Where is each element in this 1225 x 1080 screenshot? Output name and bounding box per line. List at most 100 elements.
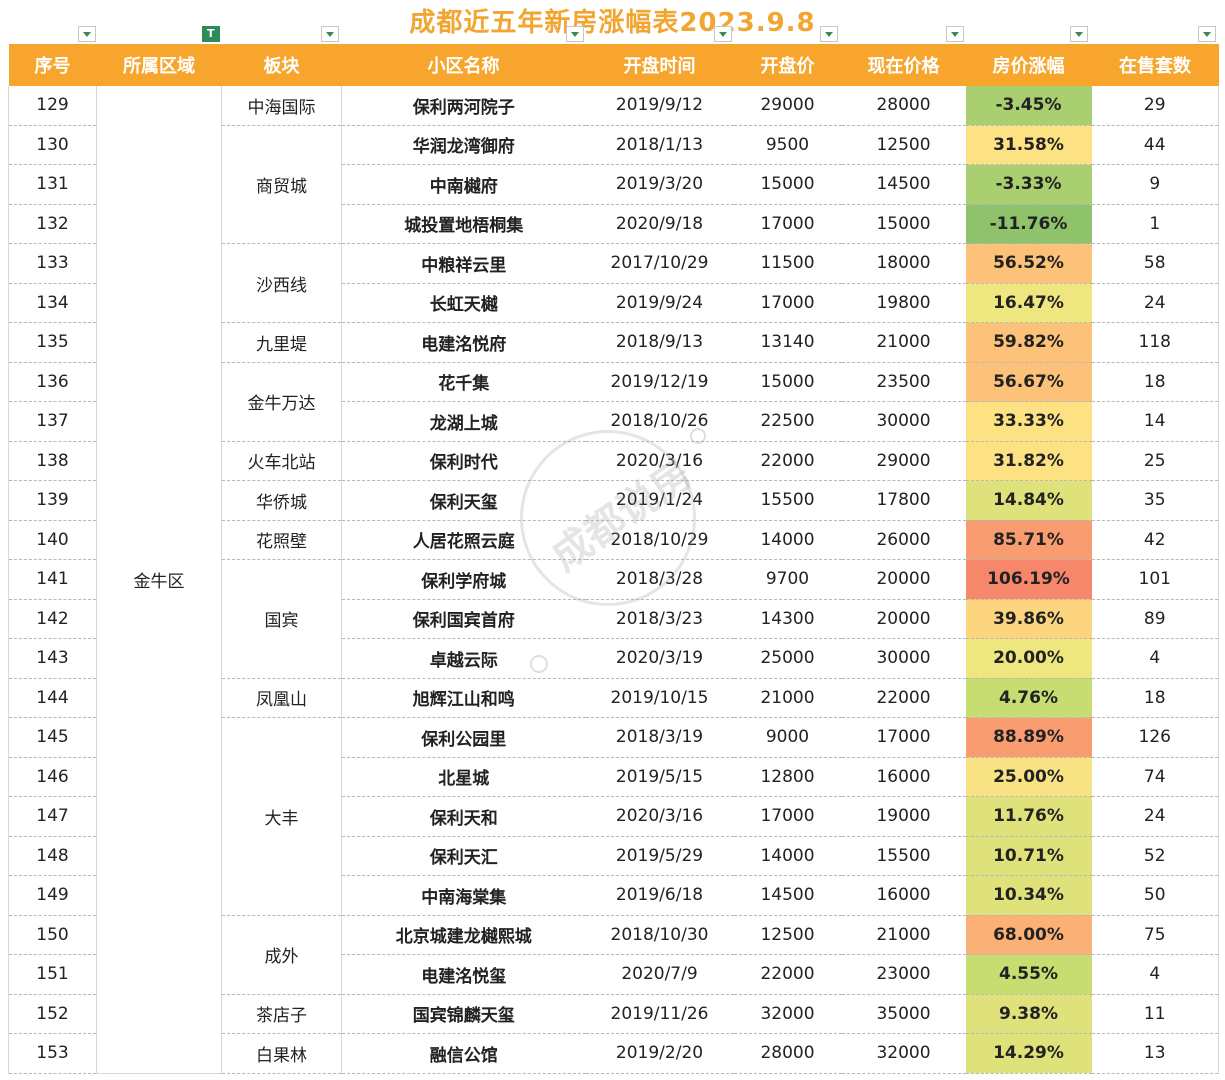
cell-open-price[interactable]: 22500 — [733, 401, 842, 442]
cell-price-change[interactable]: 31.82% — [965, 441, 1092, 481]
cell-current-price[interactable]: 21000 — [841, 915, 966, 955]
cell-project-name[interactable]: 中粮祥云里 — [341, 243, 586, 284]
cell-current-price[interactable]: 22000 — [841, 678, 966, 718]
cell-open-price[interactable]: 12500 — [733, 915, 842, 955]
cell-project-name[interactable]: 电建洺悦府 — [341, 322, 586, 363]
filter-dropdown-icon[interactable] — [78, 26, 96, 42]
cell-open-date[interactable]: 2019/2/20 — [585, 1033, 734, 1074]
cell-project-name[interactable]: 人居花照云庭 — [341, 520, 586, 560]
cell-open-price[interactable]: 9700 — [733, 559, 842, 600]
cell-project-name[interactable]: 保利国宾首府 — [341, 599, 586, 639]
cell-stock[interactable]: 75 — [1091, 915, 1219, 955]
cell-current-price[interactable]: 14500 — [841, 164, 966, 205]
cell-id[interactable]: 147 — [8, 796, 97, 837]
cell-stock[interactable]: 44 — [1091, 125, 1219, 165]
cell-stock[interactable]: 14 — [1091, 401, 1219, 442]
cell-stock[interactable]: 4 — [1091, 638, 1219, 679]
cell-sector[interactable]: 火车北站 — [221, 441, 342, 481]
cell-stock[interactable]: 29 — [1091, 86, 1219, 126]
cell-current-price[interactable]: 15000 — [841, 204, 966, 244]
cell-open-price[interactable]: 13140 — [733, 322, 842, 363]
cell-open-price[interactable]: 14500 — [733, 875, 842, 916]
cell-open-price[interactable]: 17000 — [733, 796, 842, 837]
filter-dropdown-icon[interactable] — [566, 26, 584, 42]
header-cell[interactable]: 开盘价 — [733, 44, 842, 86]
cell-project-name[interactable]: 电建洺悦玺 — [341, 954, 586, 995]
header-cell[interactable]: 在售套数 — [1091, 44, 1219, 86]
cell-price-change[interactable]: -3.45% — [965, 86, 1092, 126]
cell-price-change[interactable]: -11.76% — [965, 204, 1092, 244]
cell-price-change[interactable]: 59.82% — [965, 322, 1092, 363]
cell-current-price[interactable]: 20000 — [841, 599, 966, 639]
cell-id[interactable]: 153 — [8, 1033, 97, 1074]
cell-id[interactable]: 132 — [8, 204, 97, 244]
cell-open-date[interactable]: 2019/9/24 — [585, 283, 734, 323]
cell-price-change[interactable]: 9.38% — [965, 994, 1092, 1034]
cell-open-date[interactable]: 2020/9/18 — [585, 204, 734, 244]
cell-open-date[interactable]: 2020/7/9 — [585, 954, 734, 995]
cell-current-price[interactable]: 23000 — [841, 954, 966, 995]
cell-current-price[interactable]: 35000 — [841, 994, 966, 1034]
cell-open-price[interactable]: 29000 — [733, 86, 842, 126]
cell-open-date[interactable]: 2019/5/15 — [585, 757, 734, 797]
cell-price-change[interactable]: 4.76% — [965, 678, 1092, 718]
cell-sector[interactable]: 国宾 — [221, 559, 342, 679]
cell-open-price[interactable]: 17000 — [733, 283, 842, 323]
cell-stock[interactable]: 13 — [1091, 1033, 1219, 1074]
cell-project-name[interactable]: 中南樾府 — [341, 164, 586, 205]
cell-id[interactable]: 137 — [8, 401, 97, 442]
cell-project-name[interactable]: 北京城建龙樾熙城 — [341, 915, 586, 955]
cell-id[interactable]: 146 — [8, 757, 97, 797]
cell-open-price[interactable]: 28000 — [733, 1033, 842, 1074]
cell-id[interactable]: 140 — [8, 520, 97, 560]
cell-open-date[interactable]: 2018/10/30 — [585, 915, 734, 955]
cell-project-name[interactable]: 保利天和 — [341, 796, 586, 837]
cell-id[interactable]: 136 — [8, 362, 97, 402]
filter-active-icon[interactable] — [202, 26, 220, 42]
cell-open-date[interactable]: 2018/10/26 — [585, 401, 734, 442]
cell-sector[interactable]: 金牛万达 — [221, 362, 342, 442]
cell-current-price[interactable]: 29000 — [841, 441, 966, 481]
cell-price-change[interactable]: 33.33% — [965, 401, 1092, 442]
cell-current-price[interactable]: 21000 — [841, 322, 966, 363]
cell-current-price[interactable]: 12500 — [841, 125, 966, 165]
cell-price-change[interactable]: 16.47% — [965, 283, 1092, 323]
cell-open-date[interactable]: 2019/12/19 — [585, 362, 734, 402]
cell-price-change[interactable]: -3.33% — [965, 164, 1092, 205]
cell-price-change[interactable]: 106.19% — [965, 559, 1092, 600]
cell-stock[interactable]: 58 — [1091, 243, 1219, 284]
cell-stock[interactable]: 35 — [1091, 480, 1219, 521]
cell-project-name[interactable]: 中南海棠集 — [341, 875, 586, 916]
cell-sector[interactable]: 中海国际 — [221, 86, 342, 126]
header-cell[interactable]: 序号 — [8, 44, 97, 86]
cell-current-price[interactable]: 17800 — [841, 480, 966, 521]
cell-open-date[interactable]: 2018/3/19 — [585, 717, 734, 758]
cell-id[interactable]: 130 — [8, 125, 97, 165]
cell-open-price[interactable]: 32000 — [733, 994, 842, 1034]
cell-project-name[interactable]: 保利两河院子 — [341, 86, 586, 126]
cell-stock[interactable]: 50 — [1091, 875, 1219, 916]
cell-stock[interactable]: 1 — [1091, 204, 1219, 244]
cell-open-price[interactable]: 9500 — [733, 125, 842, 165]
cell-stock[interactable]: 101 — [1091, 559, 1219, 600]
cell-id[interactable]: 149 — [8, 875, 97, 916]
filter-dropdown-icon[interactable] — [946, 26, 964, 42]
filter-dropdown-icon[interactable] — [714, 26, 732, 42]
cell-stock[interactable]: 126 — [1091, 717, 1219, 758]
cell-price-change[interactable]: 56.67% — [965, 362, 1092, 402]
cell-project-name[interactable]: 融信公馆 — [341, 1033, 586, 1074]
cell-project-name[interactable]: 保利天汇 — [341, 836, 586, 876]
cell-stock[interactable]: 11 — [1091, 994, 1219, 1034]
cell-project-name[interactable]: 保利天玺 — [341, 480, 586, 521]
cell-open-price[interactable]: 12800 — [733, 757, 842, 797]
cell-price-change[interactable]: 14.29% — [965, 1033, 1092, 1074]
cell-open-date[interactable]: 2019/11/26 — [585, 994, 734, 1034]
cell-sector[interactable]: 凤凰山 — [221, 678, 342, 718]
cell-open-price[interactable]: 15000 — [733, 362, 842, 402]
cell-open-date[interactable]: 2017/10/29 — [585, 243, 734, 284]
cell-price-change[interactable]: 25.00% — [965, 757, 1092, 797]
cell-stock[interactable]: 24 — [1091, 283, 1219, 323]
cell-open-date[interactable]: 2019/6/18 — [585, 875, 734, 916]
cell-open-price[interactable]: 25000 — [733, 638, 842, 679]
cell-open-date[interactable]: 2019/5/29 — [585, 836, 734, 876]
